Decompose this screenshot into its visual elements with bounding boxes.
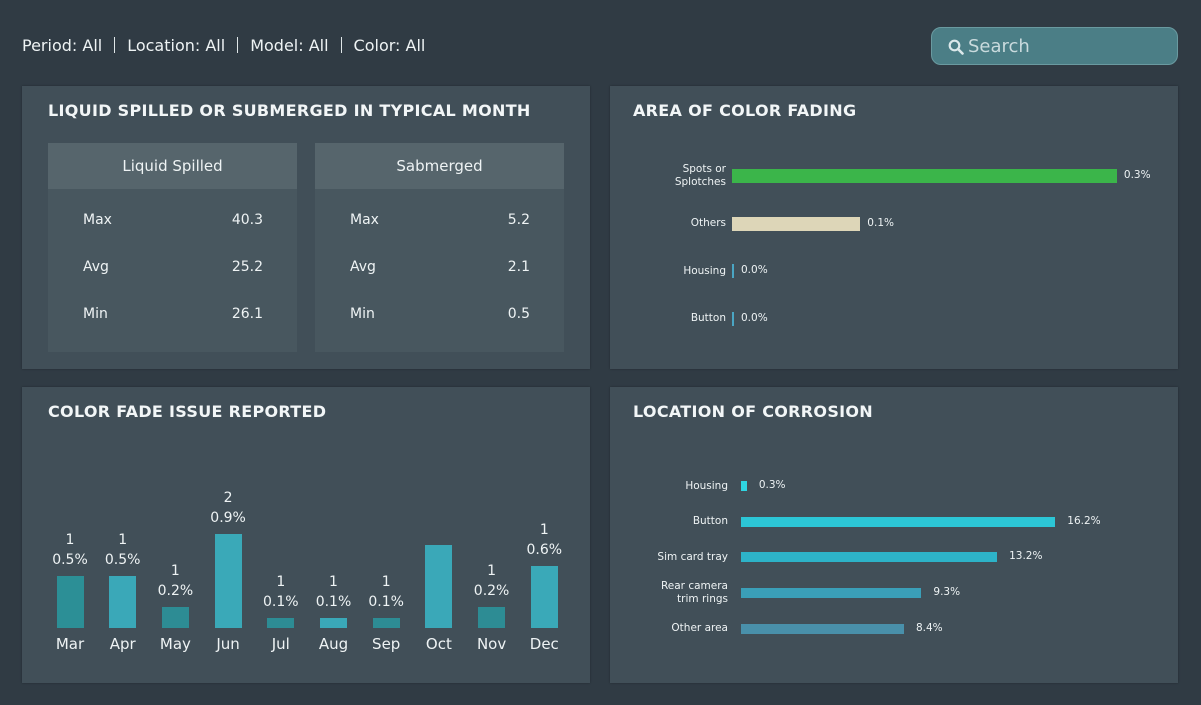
bar	[372, 617, 400, 628]
panel-title: LOCATION OF CORROSION	[633, 402, 873, 421]
filter-bar: Period: All Location: All Model: All Col…	[22, 35, 425, 55]
bar-label: Housing	[683, 264, 726, 277]
bar-label: Spots or Splotches	[674, 163, 726, 188]
value-label: 0.6%	[526, 541, 563, 558]
count-label: 1	[539, 521, 549, 538]
color-fading-panel: AREA OF COLOR FADING Spots or Splotches 0…	[610, 86, 1178, 369]
bar-label: Housing	[685, 479, 728, 492]
value-label: 0.2%	[473, 583, 510, 600]
filter[interactable]: Color: All	[353, 35, 426, 55]
bar-label: Rear camera trim rings	[660, 580, 728, 606]
bar	[741, 516, 1056, 527]
value-label: 0.0%	[741, 311, 768, 324]
count-label: 1	[170, 563, 180, 580]
value-label: 8.4%	[915, 621, 943, 634]
bar-label: Button	[690, 312, 726, 324]
bar	[530, 565, 558, 628]
corrosion-panel: LOCATION OF CORROSION Housing 0.3% Button 1…	[610, 387, 1178, 683]
value-label: 0.9%	[210, 510, 246, 527]
bar	[56, 576, 84, 628]
filter[interactable]: Location: All	[127, 35, 226, 55]
value-label: 0.2%	[157, 583, 194, 600]
bar	[161, 607, 189, 628]
count-label: 1	[381, 573, 391, 590]
search-placeholder: Search	[968, 36, 1030, 57]
bar	[267, 617, 295, 628]
row-value: 25.2	[231, 259, 263, 275]
value-label: 0.1%	[315, 593, 352, 610]
value-label: 9.3%	[933, 586, 961, 599]
count-label: 1	[276, 573, 286, 590]
separator	[114, 37, 116, 53]
row-value: 0.5	[507, 306, 530, 322]
bar	[741, 588, 922, 599]
panel-title: AREA OF COLOR FADING	[633, 101, 857, 120]
x-tick-label: May	[159, 635, 191, 653]
table-header: Sabmerged	[315, 143, 564, 189]
value-label: 0.5%	[52, 552, 88, 568]
x-tick-label: Mar	[55, 635, 85, 653]
bar	[741, 481, 747, 491]
row-label: Avg	[83, 259, 109, 275]
panel-title: COLOR FADE ISSUE REPORTED	[48, 402, 327, 421]
x-tick-label: Nov	[476, 635, 507, 653]
bar	[214, 534, 242, 628]
search-icon	[948, 39, 964, 55]
separator	[237, 37, 239, 53]
row-value: 5.2	[507, 212, 530, 228]
row-label: Max	[83, 212, 112, 228]
x-tick-label: Aug	[318, 635, 349, 653]
table-header: Liquid Spilled	[48, 143, 297, 189]
bar	[732, 311, 734, 326]
row-label: Min	[83, 306, 108, 322]
bar	[732, 216, 861, 231]
value-label: 0.0%	[741, 264, 768, 276]
row-value: 26.1	[231, 306, 263, 322]
count-label: 1	[329, 573, 338, 590]
row-label: Max	[350, 212, 379, 228]
value-label: 0.3%	[758, 479, 786, 491]
value-label: 0.1%	[867, 216, 894, 229]
x-tick-label: Jun	[216, 635, 240, 653]
separator	[340, 37, 342, 53]
row-label: Min	[350, 306, 375, 322]
bar	[109, 576, 137, 628]
panel-title: LIQUID SPILLED OR SUBMERGED IN TYPICAL M…	[48, 101, 531, 120]
value-label: 0.5%	[104, 552, 141, 568]
value-label: 0.1%	[263, 593, 299, 610]
row-value: 2.1	[507, 259, 530, 275]
value-label: 13.2%	[1009, 550, 1043, 563]
row-label: Avg	[350, 259, 376, 275]
bar	[741, 623, 904, 634]
bar-label: Other area	[671, 622, 728, 635]
count-label: 1	[487, 563, 497, 580]
bar-label: Sim card tray	[657, 550, 728, 563]
value-label: 16.2%	[1067, 514, 1101, 527]
x-tick-label: Apr	[109, 635, 136, 653]
bar-label: Others	[690, 217, 726, 229]
value-label: 0.1%	[368, 593, 404, 610]
count-label: 1	[118, 532, 128, 548]
bar	[478, 607, 506, 628]
x-tick-label: Jul	[271, 635, 290, 653]
count-label: 1	[65, 532, 75, 548]
bar	[425, 544, 453, 628]
count-label: 2	[223, 490, 233, 507]
search-box[interactable]: Search	[931, 27, 1178, 65]
filter[interactable]: Model: All	[250, 35, 329, 55]
x-tick-label: Oct	[425, 635, 452, 653]
bar	[741, 552, 998, 563]
x-tick-label: Sep	[372, 635, 401, 653]
value-label: 0.3%	[1123, 169, 1151, 181]
row-value: 40.3	[231, 212, 263, 228]
bar	[732, 264, 734, 278]
liquid-panel: LIQUID SPILLED OR SUBMERGED IN TYPICAL M…	[22, 86, 590, 369]
bar	[732, 169, 1117, 183]
color-fade-issue-panel: COLOR FADE ISSUE REPORTED 0.5% 1 Mar 0.5% 1 A…	[22, 387, 590, 683]
bar	[320, 617, 347, 628]
bar-label: Button	[692, 515, 728, 528]
filter[interactable]: Period: All	[22, 35, 103, 55]
x-tick-label: Dec	[529, 635, 559, 653]
